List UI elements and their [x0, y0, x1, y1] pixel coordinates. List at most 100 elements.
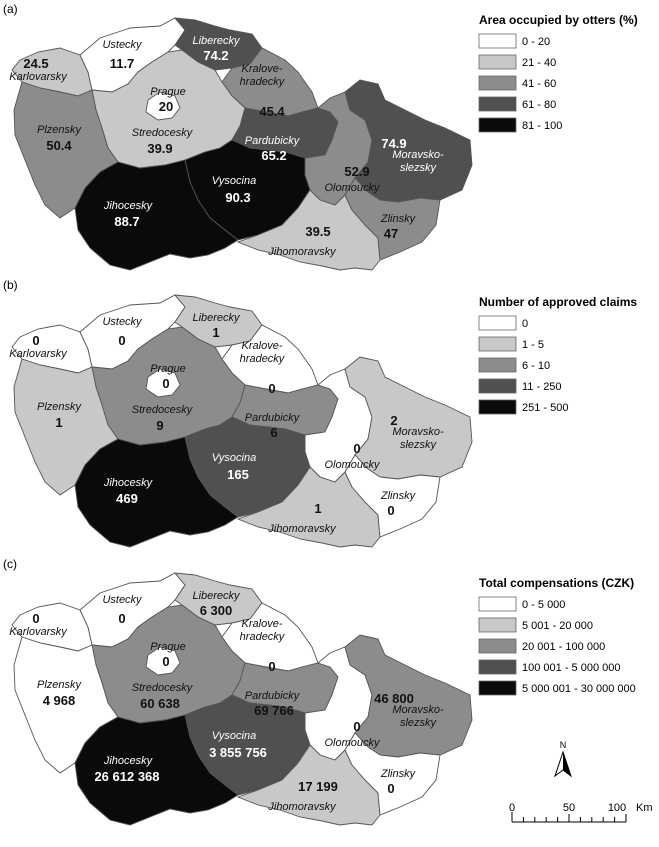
region-jihocesky: [74, 714, 239, 826]
legend-title: Number of approved claims: [479, 295, 637, 309]
legend-swatch: [478, 54, 517, 70]
region-name-kralovehradecky: Kralove-hradecky: [240, 618, 286, 643]
region-jihocesky: [74, 159, 239, 271]
region-name-vysocina: Vysocina: [212, 452, 256, 464]
region-name-ustecky: Ustecky: [102, 316, 143, 328]
region-name-pardubicky: Pardubicky: [245, 412, 301, 424]
region-name-ustecky: Ustecky: [102, 39, 143, 51]
region-name-stredocesky: Stredocesky: [132, 127, 194, 139]
legend-swatch: [478, 336, 517, 352]
region-zlinsky: [344, 177, 441, 261]
scale-unit: Km: [636, 802, 653, 814]
scale-tick-50: 50: [563, 802, 575, 814]
legend-swatch: [478, 357, 517, 373]
region-name-liberecky: Liberecky: [192, 35, 241, 47]
legend-label: 5 000 001 - 30 000 000: [522, 683, 636, 695]
legend-swatch: [478, 33, 517, 49]
region-value-jihomoravsky: 1: [314, 501, 321, 516]
region-name-jihomoravsky: Jihomoravsky: [267, 801, 337, 813]
region-name-olomoucky: Olomoucky: [324, 737, 381, 749]
legend-label: 251 - 500: [522, 402, 568, 414]
region-value-liberecky: 1: [212, 325, 219, 340]
region-name-zlinsky: Zlinsky: [380, 490, 417, 502]
legend-swatch: [478, 680, 517, 696]
region-name-olomoucky: Olomoucky: [324, 182, 381, 194]
region-name-zlinsky: Zlinsky: [380, 768, 417, 780]
region-value-olomoucky: 0: [353, 441, 360, 456]
region-value-jihocesky: 469: [116, 491, 138, 506]
region-name-moravskoslezsky: Moravsko-slezsky: [392, 426, 444, 451]
region-jihocesky: [74, 436, 239, 548]
region-value-plzensky: 1: [55, 415, 62, 430]
region-value-prague: 0: [162, 654, 169, 669]
region-name-stredocesky: Stredocesky: [132, 404, 194, 416]
legend-label: 0 - 5 000: [522, 599, 565, 611]
region-name-prague: Prague: [150, 363, 185, 375]
legend-title: Total compensations (CZK): [479, 576, 634, 590]
region-name-moravskoslezsky: Moravsko-slezsky: [392, 149, 444, 174]
region-name-karlovarsky: Karlovarsky: [9, 626, 68, 638]
legend-title: Area occupied by otters (%): [479, 13, 638, 27]
region-name-liberecky: Liberecky: [192, 312, 241, 324]
region-prague: [145, 91, 181, 121]
region-name-prague: Prague: [150, 641, 185, 653]
region-value-moravskoslezsky: 2: [390, 413, 397, 428]
region-value-ustecky: 11.7: [110, 56, 135, 71]
region-value-stredocesky: 39.9: [147, 141, 172, 156]
legend-label: 61 - 80: [522, 99, 556, 111]
region-value-jihocesky: 88.7: [114, 214, 139, 229]
region-value-olomoucky: 0: [353, 719, 360, 734]
region-value-moravskoslezsky: 74.9: [381, 136, 406, 151]
region-value-plzensky: 50.4: [46, 138, 72, 153]
region-zlinsky: [344, 732, 441, 816]
region-value-vysocina: 165: [227, 467, 249, 482]
region-value-stredocesky: 60 638: [140, 696, 180, 711]
region-name-jihomoravsky: Jihomoravsky: [267, 523, 337, 535]
region-name-moravskoslezsky: Moravsko-slezsky: [392, 704, 444, 729]
legend-label: 6 - 10: [522, 360, 550, 372]
legend-label: 100 001 - 5 000 000: [522, 662, 620, 674]
region-value-zlinsky: 47: [384, 226, 398, 241]
region-value-vysocina: 90.3: [225, 190, 250, 205]
region-name-pardubicky: Pardubicky: [245, 135, 301, 147]
region-name-karlovarsky: Karlovarsky: [9, 348, 68, 360]
legend-swatch: [478, 378, 517, 394]
legend-swatch: [478, 315, 517, 331]
panel-label: (b): [3, 278, 18, 292]
region-value-kralovehradecky: 0: [268, 381, 275, 396]
region-value-zlinsky: 0: [387, 781, 394, 796]
region-value-pardubicky: 6: [270, 425, 277, 440]
region-value-liberecky: 74.2: [203, 48, 228, 63]
region-value-kralovehradecky: 45.4: [259, 104, 285, 119]
region-name-liberecky: Liberecky: [192, 590, 241, 602]
scale-tick-100: 100: [608, 802, 626, 814]
region-name-plzensky: Plzensky: [37, 401, 83, 413]
region-name-stredocesky: Stredocesky: [132, 682, 194, 694]
legend-label: 5 001 - 20 000: [522, 620, 593, 632]
legend-swatch: [478, 596, 517, 612]
region-name-plzensky: Plzensky: [37, 679, 83, 691]
legend-swatch: [478, 96, 517, 112]
region-value-olomoucky: 52.9: [344, 164, 369, 179]
region-name-olomoucky: Olomoucky: [324, 459, 381, 471]
region-value-ustecky: 0: [118, 333, 125, 348]
region-value-karlovarsky: 0: [32, 611, 39, 626]
legend-panel-b: Number of approved claims 0 1 - 5 6 - 10 11…: [478, 295, 637, 415]
region-value-jihomoravsky: 17 199: [298, 779, 338, 794]
region-value-karlovarsky: 0: [32, 333, 39, 348]
region-name-jihocesky: Jihocesky: [103, 477, 154, 489]
region-value-pardubicky: 69 766: [254, 703, 294, 718]
region-prague: [145, 368, 181, 398]
legend-label: 20 001 - 100 000: [522, 641, 605, 653]
legend-label: 21 - 40: [522, 57, 556, 69]
region-value-vysocina: 3 855 756: [209, 745, 267, 760]
north-label: N: [560, 740, 567, 750]
north-arrow-icon: N: [554, 740, 572, 778]
region-name-jihocesky: Jihocesky: [103, 755, 154, 767]
region-name-prague: Prague: [150, 86, 185, 98]
region-name-karlovarsky: Karlovarsky: [9, 71, 68, 83]
legend-swatch: [478, 638, 517, 654]
region-name-pardubicky: Pardubicky: [245, 690, 301, 702]
